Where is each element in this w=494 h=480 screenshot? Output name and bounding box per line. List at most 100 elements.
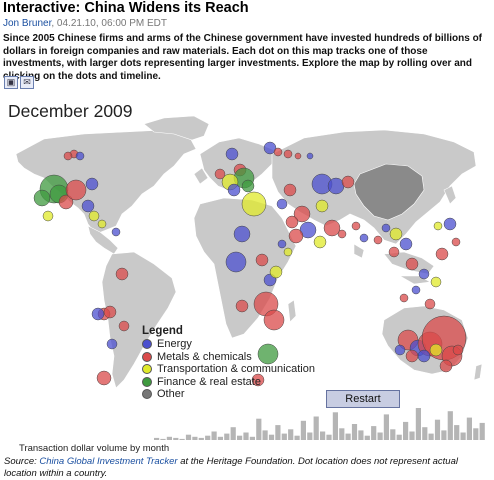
investment-dot[interactable] bbox=[263, 141, 277, 155]
timeline-bar[interactable] bbox=[364, 435, 370, 440]
investment-dot[interactable] bbox=[103, 305, 117, 319]
timeline-bar[interactable] bbox=[268, 434, 275, 440]
investment-dot[interactable] bbox=[263, 309, 285, 331]
share-icon[interactable]: ▣ bbox=[4, 76, 18, 89]
timeline-bar[interactable] bbox=[447, 411, 453, 440]
timeline-bar[interactable] bbox=[351, 424, 358, 440]
timeline-bar[interactable] bbox=[205, 435, 211, 440]
timeline-bar[interactable] bbox=[396, 434, 402, 440]
investment-dot[interactable] bbox=[417, 349, 431, 363]
investment-dot[interactable] bbox=[315, 199, 329, 213]
investment-dot[interactable] bbox=[341, 175, 355, 189]
timeline-bar[interactable] bbox=[160, 438, 166, 440]
investment-dot[interactable] bbox=[283, 247, 293, 257]
timeline-bar[interactable] bbox=[249, 436, 255, 440]
timeline-bar[interactable] bbox=[403, 421, 409, 440]
timeline-bar[interactable] bbox=[237, 435, 243, 440]
timeline-bar[interactable] bbox=[383, 414, 389, 440]
investment-dot[interactable] bbox=[118, 320, 130, 332]
investment-dot[interactable] bbox=[106, 338, 118, 350]
timeline-bar[interactable] bbox=[332, 412, 338, 440]
investment-dot[interactable] bbox=[405, 257, 419, 271]
investment-dot[interactable] bbox=[429, 343, 443, 357]
investment-dot[interactable] bbox=[294, 152, 302, 160]
investment-dot[interactable] bbox=[337, 229, 347, 239]
investment-dot[interactable] bbox=[225, 147, 239, 161]
restart-button[interactable]: Restart bbox=[326, 390, 400, 408]
timeline-bar[interactable] bbox=[288, 429, 294, 440]
timeline-bar[interactable] bbox=[198, 437, 204, 440]
investment-dot[interactable] bbox=[433, 221, 443, 231]
investment-dot[interactable] bbox=[399, 293, 409, 303]
investment-dot[interactable] bbox=[81, 199, 95, 213]
investment-dot[interactable] bbox=[373, 235, 383, 245]
investment-dot[interactable] bbox=[88, 210, 100, 222]
investment-dot[interactable] bbox=[411, 285, 421, 295]
timeline-bar[interactable] bbox=[441, 430, 447, 440]
investment-dot[interactable] bbox=[257, 343, 279, 365]
timeline-bar[interactable] bbox=[275, 425, 281, 440]
timeline-bar[interactable] bbox=[256, 418, 262, 440]
investment-dot[interactable] bbox=[227, 183, 241, 197]
investment-dot[interactable] bbox=[418, 268, 430, 280]
email-icon[interactable]: ✉ bbox=[20, 76, 34, 89]
investment-dot[interactable] bbox=[452, 344, 464, 356]
investment-dot[interactable] bbox=[33, 189, 51, 207]
investment-dot[interactable] bbox=[359, 233, 369, 243]
timeline-bar[interactable] bbox=[479, 422, 485, 440]
timeline-bar[interactable] bbox=[243, 432, 249, 441]
investment-dot[interactable] bbox=[439, 359, 453, 373]
investment-dot[interactable] bbox=[97, 219, 107, 229]
investment-dot[interactable] bbox=[255, 253, 269, 267]
investment-dot[interactable] bbox=[91, 307, 105, 321]
timeline-bar[interactable] bbox=[371, 426, 377, 440]
timeline-bar[interactable] bbox=[320, 431, 326, 441]
investment-dot[interactable] bbox=[351, 221, 361, 231]
timeline-bar[interactable] bbox=[224, 433, 230, 440]
author-link[interactable]: Jon Bruner bbox=[3, 18, 52, 29]
investment-dot[interactable] bbox=[241, 179, 255, 193]
timeline-bar[interactable] bbox=[173, 437, 179, 440]
timeline-bar[interactable] bbox=[422, 427, 428, 440]
timeline-bar[interactable] bbox=[434, 419, 441, 440]
investment-dot[interactable] bbox=[96, 370, 112, 386]
investment-dot[interactable] bbox=[443, 217, 457, 231]
timeline-bar[interactable] bbox=[307, 432, 313, 441]
timeline-bar[interactable] bbox=[358, 430, 364, 440]
investment-dot[interactable] bbox=[65, 179, 87, 201]
timeline-bar[interactable] bbox=[154, 437, 160, 440]
investment-dot[interactable] bbox=[306, 152, 314, 160]
timeline-bar[interactable] bbox=[294, 435, 300, 440]
investment-dot[interactable] bbox=[111, 227, 121, 237]
investment-dot[interactable] bbox=[273, 147, 283, 157]
timeline-bar[interactable] bbox=[281, 433, 287, 440]
investment-dot[interactable] bbox=[389, 227, 403, 241]
investment-dot[interactable] bbox=[241, 191, 267, 217]
investment-dot[interactable] bbox=[313, 235, 327, 249]
timeline-bar[interactable] bbox=[345, 433, 351, 440]
investment-dot[interactable] bbox=[399, 237, 413, 251]
investment-dot[interactable] bbox=[435, 247, 449, 261]
timeline-bar[interactable] bbox=[473, 428, 479, 440]
investment-dot[interactable] bbox=[75, 151, 85, 161]
investment-dot[interactable] bbox=[394, 344, 406, 356]
investment-dot[interactable] bbox=[42, 210, 54, 222]
investment-dot[interactable] bbox=[293, 205, 311, 223]
investment-dot[interactable] bbox=[235, 299, 249, 313]
investment-dot[interactable] bbox=[283, 149, 293, 159]
investment-dot[interactable] bbox=[451, 237, 461, 247]
timeline-bar[interactable] bbox=[185, 434, 192, 440]
investment-dot[interactable] bbox=[214, 168, 226, 180]
investment-dot[interactable] bbox=[327, 177, 345, 195]
timeline-bar[interactable] bbox=[262, 430, 268, 440]
timeline-bar[interactable] bbox=[166, 436, 172, 440]
investment-dot[interactable] bbox=[115, 267, 129, 281]
timeline-bar[interactable] bbox=[300, 420, 306, 440]
timeline-bar[interactable] bbox=[428, 433, 434, 440]
investment-dot[interactable] bbox=[405, 349, 419, 363]
timeline-bar[interactable] bbox=[460, 432, 466, 441]
investment-dot[interactable] bbox=[430, 276, 442, 288]
timeline-bar[interactable] bbox=[211, 431, 217, 441]
investment-dot[interactable] bbox=[269, 265, 283, 279]
timeline-bar[interactable] bbox=[377, 432, 383, 441]
